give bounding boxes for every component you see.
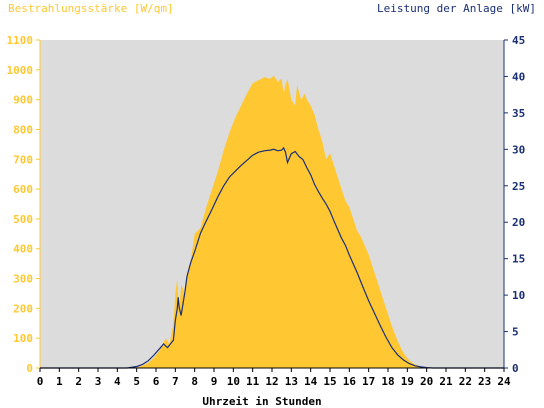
x-tick-label: 18 (381, 375, 394, 388)
x-axis-title: Uhrzeit in Stunden (202, 395, 321, 408)
left-tick-label: 1100 (7, 34, 34, 47)
right-tick-label: 20 (512, 216, 525, 229)
x-tick-label: 4 (114, 375, 121, 388)
right-tick-label: 15 (512, 253, 525, 266)
right-tick-label: 45 (512, 34, 525, 47)
x-tick-label: 13 (285, 375, 298, 388)
left-axis-title: Bestrahlungsstärke [W/qm] (8, 2, 174, 15)
left-tick-label: 800 (13, 123, 33, 136)
left-tick-label: 600 (13, 183, 33, 196)
left-tick-label: 700 (13, 153, 33, 166)
x-tick-label: 3 (95, 375, 102, 388)
left-tick-label: 1000 (7, 64, 34, 77)
series-group (40, 75, 504, 369)
x-tick-label: 14 (304, 375, 318, 388)
x-tick-label: 9 (211, 375, 218, 388)
left-tick-label: 200 (13, 302, 33, 315)
left-tick-label: 500 (13, 213, 33, 226)
x-tick-label: 8 (191, 375, 198, 388)
right-axis: 0 5 10 15 20 25 30 35 40 45 (503, 34, 525, 375)
left-axis: 0 100 200 300 400 500 600 700 800 900 1000 1100 (7, 34, 41, 375)
x-tick-label: 7 (172, 375, 179, 388)
right-tick-label: 25 (512, 180, 525, 193)
x-tick-label: 0 (37, 375, 44, 388)
irradiance-area (40, 75, 504, 369)
left-tick-label: 0 (26, 362, 33, 375)
right-tick-label: 10 (512, 289, 525, 302)
x-tick-label: 23 (478, 375, 491, 388)
left-tick-label: 300 (13, 273, 33, 286)
left-tick-label: 400 (13, 243, 33, 256)
right-tick-label: 5 (512, 326, 519, 339)
x-tick-label: 22 (459, 375, 472, 388)
left-tick-label: 900 (13, 94, 33, 107)
x-tick-label: 20 (420, 375, 433, 388)
x-tick-label: 24 (497, 375, 511, 388)
x-tick-label: 19 (401, 375, 414, 388)
right-axis-title: Leistung der Anlage [kW] (377, 2, 536, 15)
x-tick-label: 15 (323, 375, 336, 388)
right-tick-label: 40 (512, 70, 525, 83)
x-tick-label: 11 (246, 375, 260, 388)
x-axis: 0 1 2 3 4 5 6 7 8 9 10 11 12 13 14 15 16 17 18 19 20 21 22 23 24 (37, 367, 511, 388)
x-tick-label: 1 (56, 375, 63, 388)
left-tick-label: 100 (13, 332, 33, 345)
right-tick-label: 0 (512, 362, 519, 375)
x-tick-label: 16 (343, 375, 357, 388)
x-tick-label: 2 (75, 375, 82, 388)
x-tick-label: 6 (153, 375, 160, 388)
x-tick-label: 5 (133, 375, 140, 388)
right-tick-label: 35 (512, 107, 525, 120)
x-tick-label: 12 (265, 375, 278, 388)
right-tick-label: 30 (512, 143, 525, 156)
x-tick-label: 17 (362, 375, 375, 388)
x-tick-label: 21 (439, 375, 453, 388)
power-line (40, 146, 504, 369)
x-tick-label: 10 (227, 375, 240, 388)
